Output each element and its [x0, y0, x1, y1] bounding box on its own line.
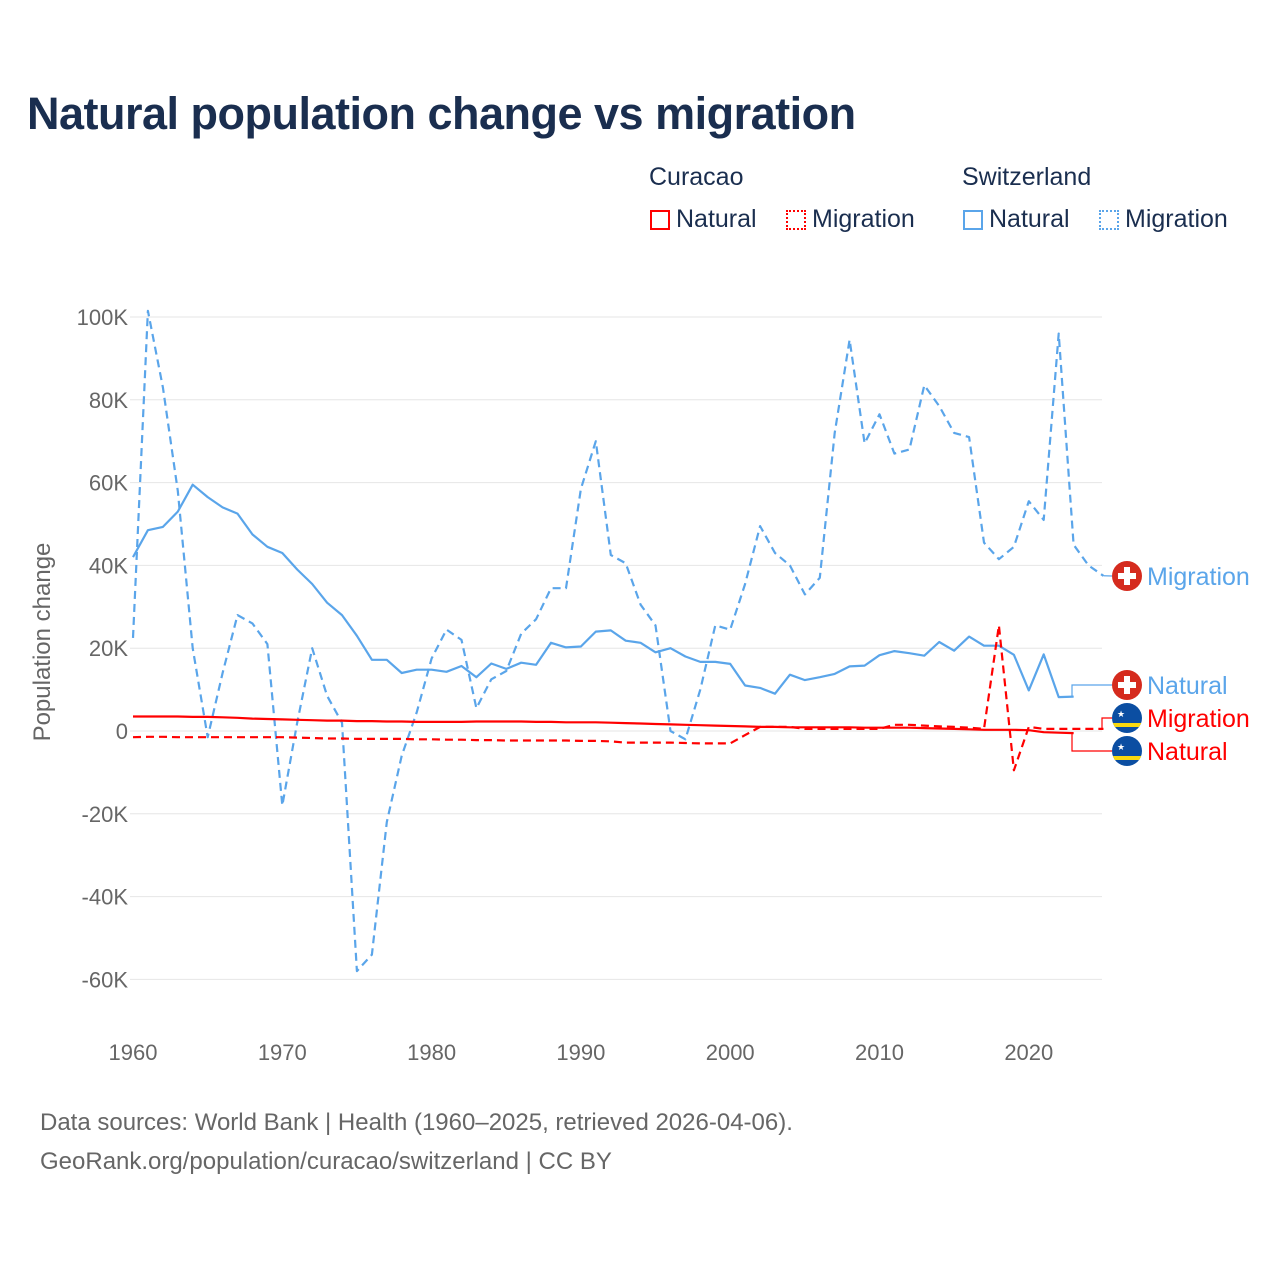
legend-label: Migration — [812, 205, 915, 233]
legend-label: Natural — [989, 205, 1070, 233]
legend-swatch-dotted — [786, 209, 806, 230]
end-label-connector — [1071, 684, 1112, 698]
switzerland-flag-icon — [1112, 670, 1142, 700]
y-tick-label: 0 — [116, 719, 128, 744]
y-axis-label: Population change — [29, 543, 56, 742]
y-tick-label: 100K — [77, 305, 129, 330]
legend-item-switzerland-natural[interactable]: Natural — [963, 205, 1070, 234]
x-tick-label: 1960 — [109, 1040, 158, 1065]
flag-stars: ★ — [1117, 709, 1125, 719]
y-tick-label: 40K — [89, 553, 128, 578]
series-line-curacao-migration — [132, 624, 1104, 772]
end-label: Migration — [1147, 563, 1250, 591]
legend-swatch-dotted — [1099, 209, 1119, 230]
flag-stripe — [1112, 756, 1142, 760]
curacao-flag-icon: ★ — [1112, 736, 1142, 766]
end-label: Migration — [1147, 705, 1250, 733]
end-label: Natural — [1147, 672, 1228, 700]
y-tick-label: 20K — [89, 636, 128, 661]
legend-label: Natural — [676, 205, 757, 233]
legend-swatch-solid — [650, 209, 670, 230]
series-line-curacao-natural — [133, 715, 1074, 735]
switzerland-flag-icon — [1112, 561, 1142, 591]
legend-item-curacao-migration[interactable]: Migration — [786, 205, 915, 234]
end-label: Natural — [1147, 738, 1228, 766]
x-tick-label: 1970 — [258, 1040, 307, 1065]
end-label-connector — [1071, 732, 1112, 752]
x-tick-label: 2000 — [706, 1040, 755, 1065]
flag-stripe — [1112, 723, 1142, 727]
legend-swatch-solid — [963, 209, 983, 230]
curacao-flag-icon: ★ — [1112, 703, 1142, 733]
end-label-connector — [1101, 717, 1112, 730]
series-line-switzerland-migration — [131, 309, 1105, 973]
y-tick-label: 80K — [89, 388, 128, 413]
legend-item-switzerland-migration[interactable]: Migration — [1099, 205, 1228, 234]
y-tick-label: -20K — [82, 802, 129, 827]
y-tick-label: -60K — [82, 967, 129, 992]
y-tick-label: 60K — [89, 471, 128, 496]
y-tick-label: -40K — [82, 885, 129, 910]
x-tick-label: 2010 — [855, 1040, 904, 1065]
x-tick-label: 1980 — [407, 1040, 456, 1065]
footer-link[interactable]: GeoRank.org/population/curacao/switzerla… — [40, 1148, 612, 1175]
legend-label: Migration — [1125, 205, 1228, 233]
footer-source: Data sources: World Bank | Health (1960–… — [40, 1109, 793, 1136]
flag-cross-v — [1124, 567, 1130, 585]
legend-item-curacao-natural[interactable]: Natural — [650, 205, 757, 234]
x-tick-label: 1990 — [556, 1040, 605, 1065]
x-tick-label: 2020 — [1004, 1040, 1053, 1065]
flag-stars: ★ — [1117, 742, 1125, 752]
chart-title: Natural population change vs migration — [27, 88, 856, 139]
legend-group-switzerland: Switzerland — [962, 163, 1092, 191]
series-line-switzerland-natural — [132, 483, 1074, 699]
flag-cross-v — [1124, 676, 1130, 694]
legend-group-curacao: Curacao — [649, 163, 744, 191]
